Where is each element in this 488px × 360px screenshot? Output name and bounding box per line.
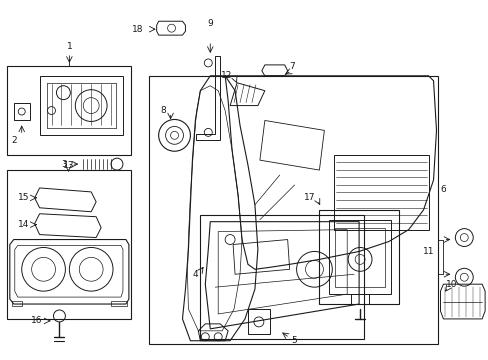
Text: 3: 3: [61, 159, 67, 168]
Text: 8: 8: [161, 106, 166, 115]
Text: 9: 9: [207, 19, 213, 28]
Text: 16: 16: [31, 316, 42, 325]
Text: 5: 5: [291, 336, 297, 345]
Text: 11: 11: [422, 247, 433, 256]
Text: 2: 2: [11, 136, 17, 145]
Text: 4: 4: [192, 270, 198, 279]
Text: 1: 1: [66, 41, 72, 50]
Text: 10: 10: [445, 280, 456, 289]
Text: 12: 12: [221, 71, 232, 80]
Text: 18: 18: [132, 25, 143, 34]
Text: 15: 15: [18, 193, 29, 202]
Text: 14: 14: [18, 220, 29, 229]
Text: 7: 7: [289, 62, 295, 71]
Text: 6: 6: [440, 185, 446, 194]
Text: 13: 13: [62, 161, 74, 170]
Text: 17: 17: [303, 193, 315, 202]
